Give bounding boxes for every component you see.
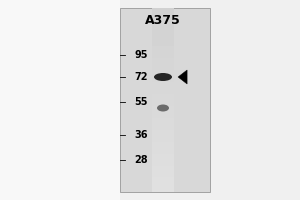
Text: 72: 72 [134,72,148,82]
Bar [210,0,300,200]
Text: 95: 95 [134,50,148,60]
Text: 28: 28 [134,155,148,165]
Ellipse shape [154,73,172,81]
Polygon shape [178,70,187,84]
Text: 55: 55 [134,97,148,107]
Text: A375: A375 [145,14,181,27]
Bar [120,8,210,192]
Ellipse shape [157,104,169,112]
Text: 36: 36 [134,130,148,140]
Bar [0,0,120,200]
